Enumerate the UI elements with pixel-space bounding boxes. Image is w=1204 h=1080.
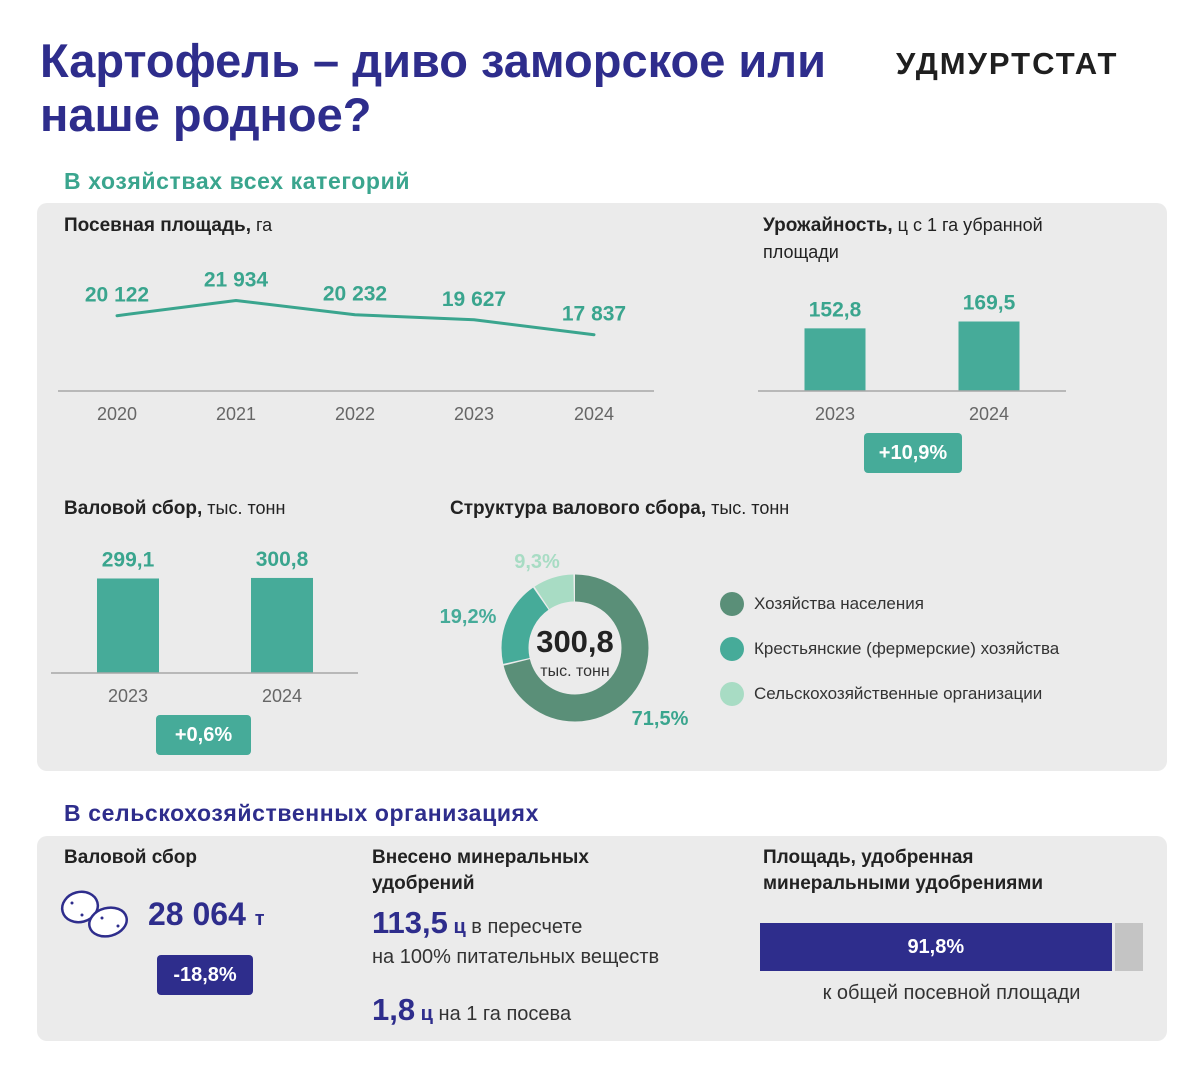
legend-label: Хозяйства населения	[754, 594, 924, 613]
fertilized-area-caption: к общей посевной площади	[822, 982, 1081, 1004]
donut-slice	[501, 574, 649, 722]
legend-label: Крестьянские (фермерские) хозяйства	[754, 639, 1060, 658]
area-year-tick: 2020	[97, 404, 137, 424]
harvest-year-tick: 2024	[262, 686, 302, 706]
legend-swatch	[720, 682, 744, 706]
yield-chart-title: Урожайность, ц с 1 га убранной площади	[763, 215, 1043, 262]
structure-legend: Хозяйства населения Крестьянские (фермерс…	[720, 592, 1140, 706]
legend-item: Хозяйства населения	[720, 592, 1140, 616]
all-farms-panel	[37, 203, 1167, 771]
donut-slice	[501, 574, 649, 722]
harvest-value-label: 300,8	[256, 548, 309, 571]
page-title: Картофель – диво заморское или наше родн…	[40, 34, 827, 141]
area-value-label: 20 232	[323, 283, 387, 306]
yield-bar	[804, 328, 866, 391]
fertilized-share-bar: 91,8%	[760, 923, 1143, 971]
section-all-farms-title: В хозяйствах всех категорий	[64, 168, 411, 194]
area-value-label: 19 627	[442, 288, 506, 311]
harvest-year-tick: 2023	[108, 686, 148, 706]
donut-center-value: 300,8	[536, 624, 614, 659]
fertilized-share-fill: 91,8%	[760, 923, 1112, 971]
fertilizer-title: Внесено минеральных удобрений	[372, 847, 589, 894]
legend-label: Сельскохозяйственные организации	[754, 684, 1043, 703]
brand-logo-text: УДМУРТСТАТ	[896, 46, 1119, 81]
yield-bar	[958, 321, 1020, 391]
legend-item: Крестьянские (фермерские) хозяйства	[720, 637, 1140, 661]
section-agri-orgs-title: В сельскохозяйственных организациях	[64, 800, 539, 826]
harvest-bar-chart: 299,1 2023 300,8 2024	[51, 548, 358, 706]
structure-donut-chart: 71,5% 19,2% 9,3% 300,8 тыс. тонн	[440, 551, 689, 730]
area-value-label: 21 934	[204, 269, 269, 292]
org-harvest-title: Валовой сбор	[64, 847, 197, 868]
potato-icon	[60, 890, 128, 938]
yield-change-badge: +10,9%	[864, 433, 962, 473]
yield-year-tick: 2024	[969, 404, 1009, 424]
fertilized-share-rest	[1114, 923, 1143, 971]
area-year-tick: 2024	[574, 404, 614, 424]
org-harvest-value: 28 064 т	[148, 896, 265, 932]
fertilizer-total: 113,5 ц в пересчете на 100% питательных …	[372, 905, 660, 968]
org-harvest-change-badge: -18,8%	[157, 955, 253, 995]
harvest-chart-title: Валовой сбор, тыс. тонн	[64, 498, 286, 519]
area-year-tick: 2023	[454, 404, 494, 424]
area-chart-title: Посевная площадь, га	[64, 215, 273, 236]
area-year-tick: 2021	[216, 404, 256, 424]
harvest-bar	[251, 577, 313, 673]
legend-swatch	[720, 592, 744, 616]
legend-item: Сельскохозяйственные организации	[720, 682, 1140, 706]
fertilizer-per-ha: 1,8 ц на 1 га посева	[372, 992, 572, 1027]
donut-percent-label: 19,2%	[440, 606, 497, 628]
harvest-value-label: 299,1	[102, 548, 155, 571]
yield-year-tick: 2023	[815, 404, 855, 424]
yield-value-label: 152,8	[809, 298, 862, 321]
yield-value-label: 169,5	[963, 292, 1016, 315]
fertilized-area-title: Площадь, удобренная минеральными удобрен…	[763, 847, 1044, 894]
area-series-line	[115, 299, 596, 337]
area-value-label: 17 837	[562, 303, 626, 326]
area-value-label: 20 122	[85, 284, 149, 307]
legend-swatch	[720, 637, 744, 661]
area-line-chart: 20 122 2020 21 934 2021 20 232 2022 19 627 2023…	[58, 269, 654, 424]
yield-bar-chart: 152,8 2023 169,5 2024	[758, 292, 1066, 424]
structure-chart-title: Структура валового сбора, тыс. тонн	[450, 498, 790, 519]
area-year-tick: 2022	[335, 404, 375, 424]
donut-percent-label: 9,3%	[514, 551, 560, 573]
donut-center-unit: тыс. тонн	[540, 663, 609, 680]
donut-percent-label: 71,5%	[632, 708, 689, 730]
harvest-bar	[97, 578, 159, 673]
harvest-change-badge: +0,6%	[156, 715, 251, 755]
